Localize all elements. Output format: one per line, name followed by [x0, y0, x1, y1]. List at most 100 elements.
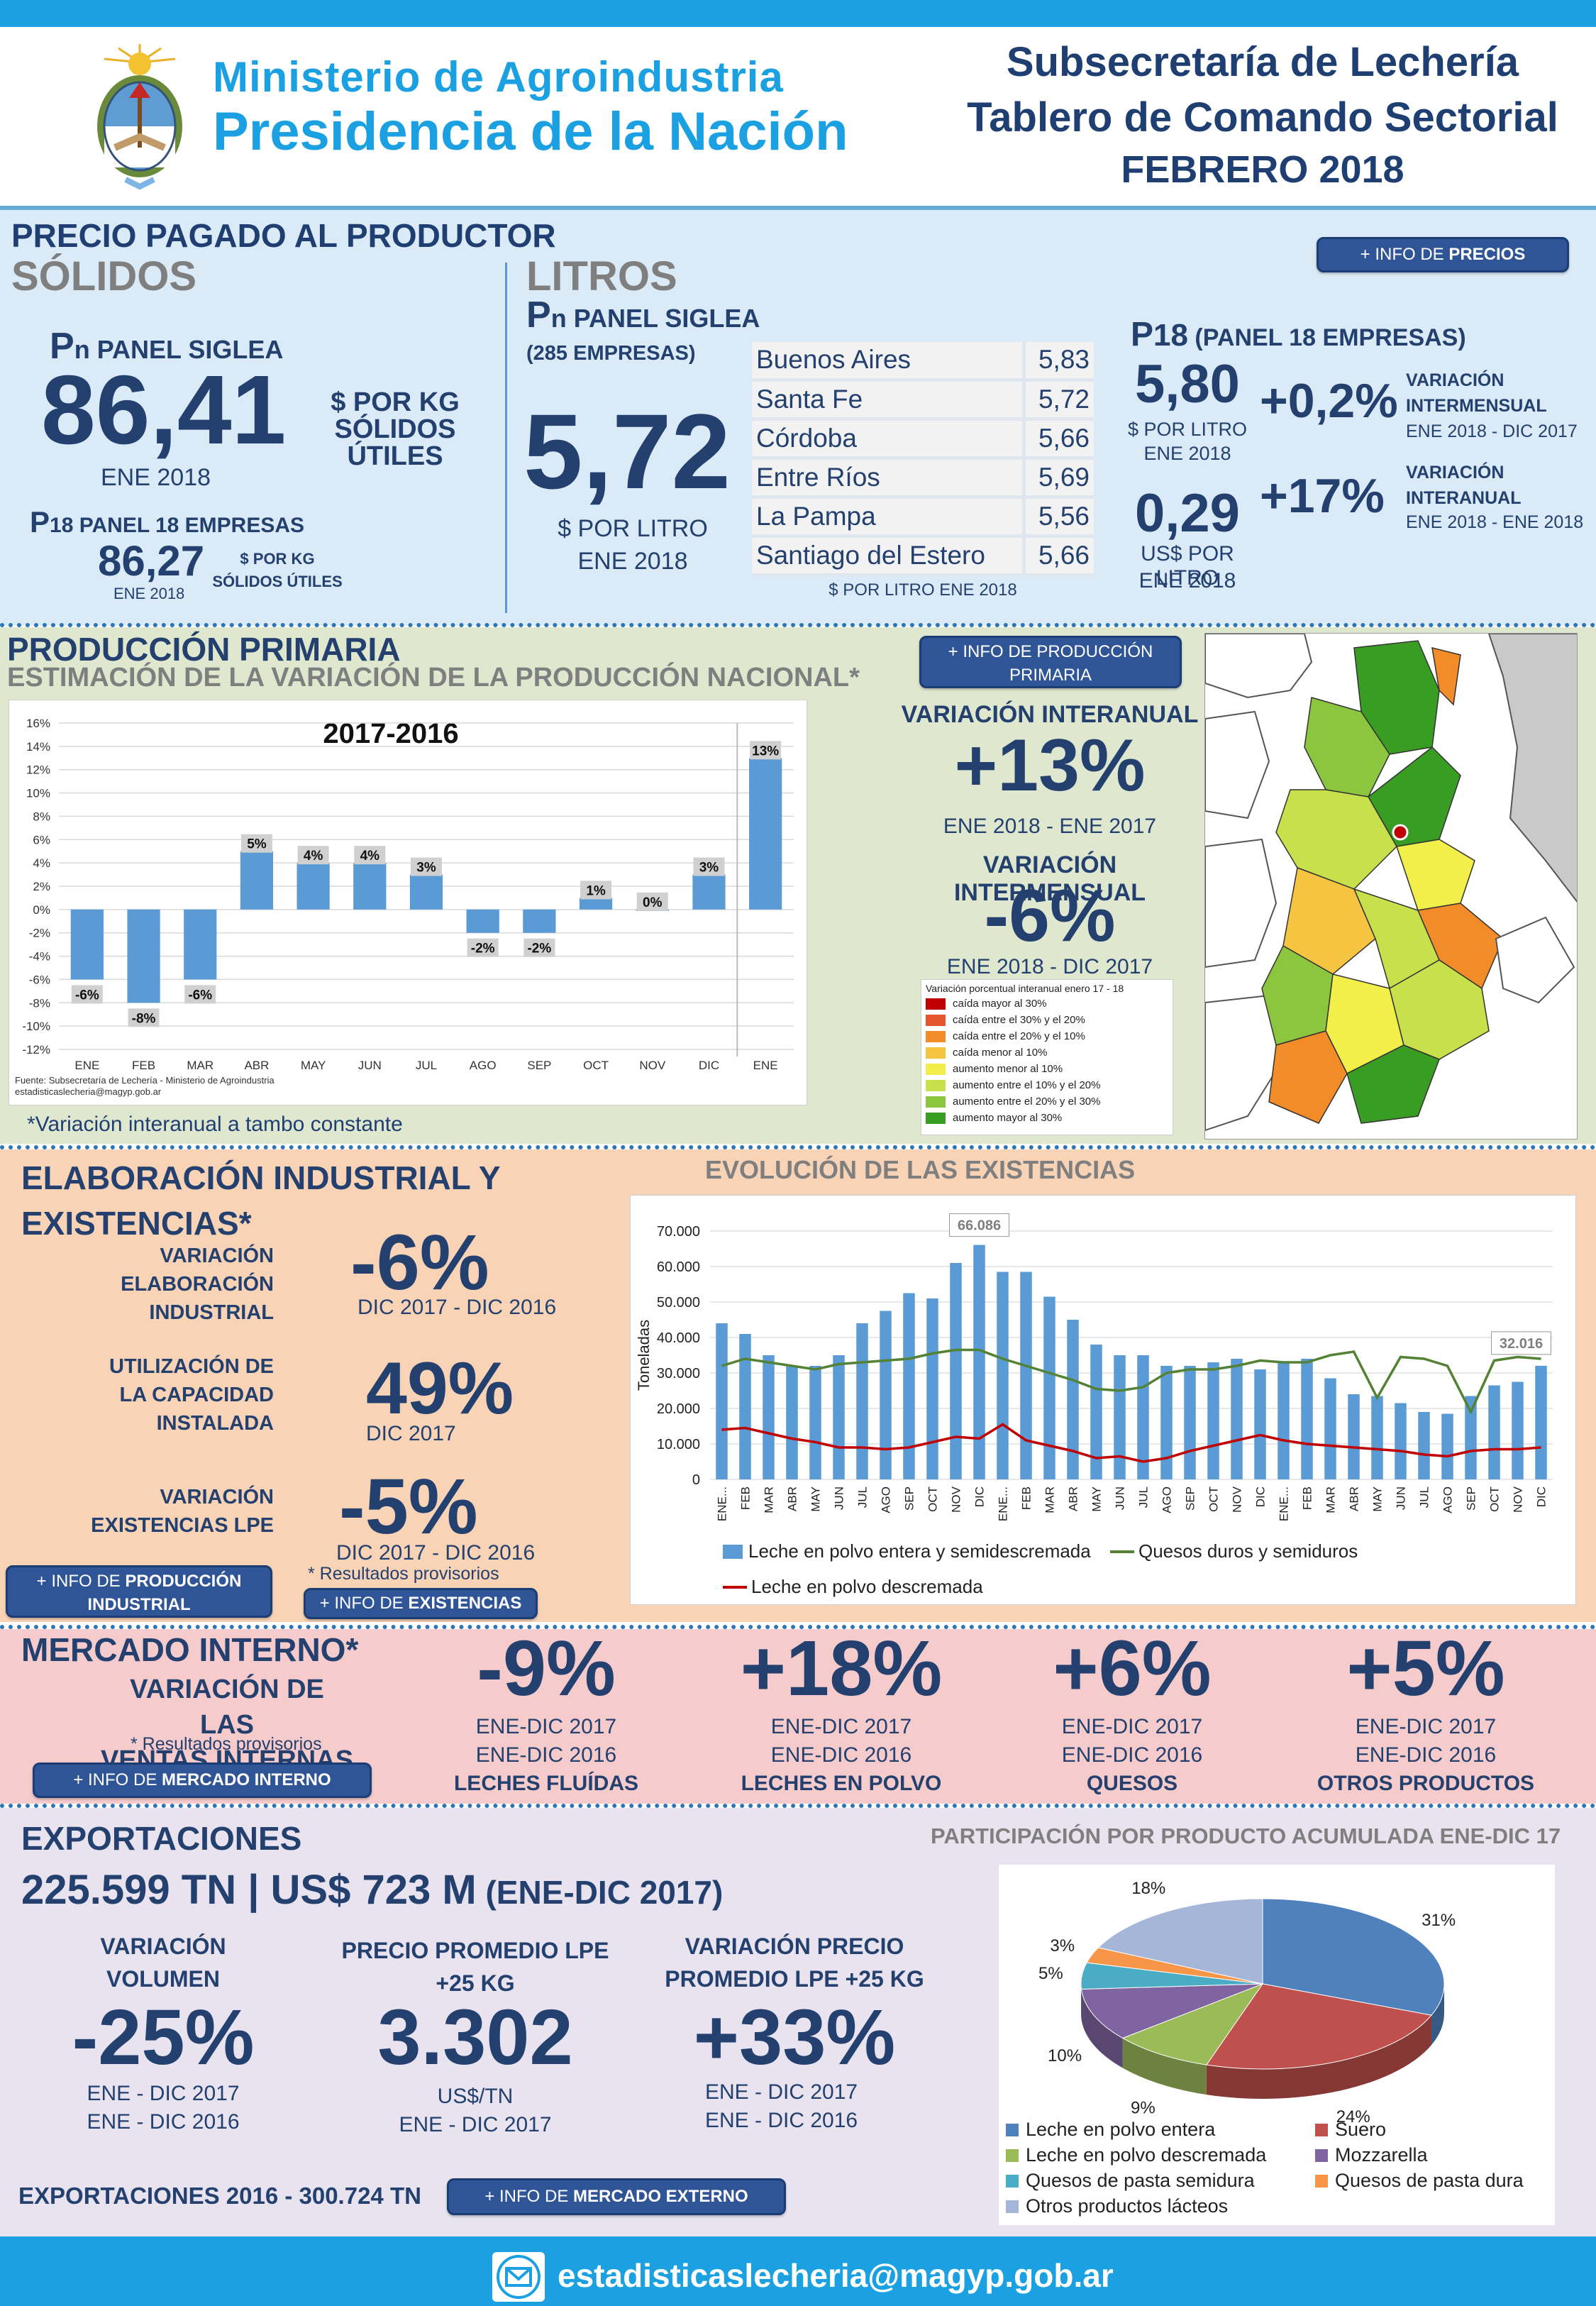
- callout-box: [949, 1213, 1009, 1237]
- province-price: 5,72: [1024, 380, 1094, 421]
- p18-var2-l1: VARIACIÓN: [1406, 463, 1504, 482]
- info-produccion-primaria-button[interactable]: + INFO DE PRODUCCIÓN PRIMARIA: [919, 636, 1182, 688]
- x-tick-label: MAY: [1090, 1486, 1104, 1512]
- data-label-box: [184, 985, 216, 1004]
- export-pie-chart: 31% 24% 9% 10% 5% 3% 18% Leche en polvo entera S…: [1006, 1879, 1524, 2217]
- map-legend-label: caída mayor al 30%: [953, 998, 1047, 1010]
- x-tick-label: OCT: [1488, 1486, 1502, 1512]
- exp-m2-l2: +25 KG: [436, 1970, 515, 1996]
- pie-value-label: 18%: [1131, 1879, 1165, 1898]
- mercado-item-otros: +5% ENE-DIC 2017 ENE-DIC 2016 OTROS PROD…: [1305, 1625, 1546, 1798]
- map-legend-swatch: [926, 1079, 946, 1091]
- y-tick-label: 12%: [26, 763, 50, 777]
- mercado-heading: MERCADO INTERNO*: [21, 1631, 359, 1668]
- mercado-provisional: * Resultados provisorios: [131, 1734, 322, 1754]
- email-icon[interactable]: [492, 2252, 545, 2302]
- x-tick-label: OCT: [926, 1486, 940, 1512]
- litros-pn-n: n: [550, 304, 567, 333]
- stock-bar: [786, 1366, 798, 1479]
- data-label-box: [354, 846, 386, 865]
- pie-value-label: 10%: [1048, 2046, 1082, 2065]
- pie-legend-swatch: [1006, 2200, 1019, 2213]
- export-precio-value: 3.302: [377, 1994, 573, 2081]
- stock-bar: [1090, 1345, 1102, 1479]
- solidos-pn-label: Pn PANEL SIGLEA: [50, 325, 283, 368]
- pie-slice-side: [1081, 1989, 1123, 2068]
- stock-bar: [1278, 1362, 1290, 1479]
- stock-bar: [1488, 1385, 1500, 1479]
- solidos-pn-n: n: [74, 335, 90, 364]
- series-line: [721, 1423, 1541, 1463]
- info-mercado-externo-button[interactable]: + INFO DE MERCADO EXTERNO: [447, 2178, 786, 2215]
- footer-email[interactable]: estadisticaslecheria@magyp.gob.ar: [558, 2257, 1114, 2294]
- y-tick-label: 70.000: [657, 1224, 700, 1240]
- map-legend-swatch: [926, 1063, 946, 1075]
- y-tick-label: 20.000: [657, 1401, 700, 1417]
- produccion-bar-chart: 2017-201616%14%12%10%8%6%4%2%0%-2%-4%-6%…: [15, 717, 794, 1097]
- bar: [579, 898, 613, 910]
- bar: [353, 863, 387, 910]
- pie-slice-side: [1431, 1982, 1444, 2046]
- mercado-item-label: LECHES EN POLVO: [741, 1772, 942, 1795]
- x-tick-label: ENE...: [1278, 1486, 1291, 1521]
- elaboracion-label: VARIACIÓN ELABORACIÓN INDUSTRIAL: [106, 1242, 274, 1327]
- data-label: -6%: [75, 988, 99, 1003]
- province-row: Entre Ríos 5,69: [752, 458, 1094, 499]
- legend-label: Leche en polvo entera y semidescremada: [748, 1540, 1091, 1562]
- btn1-line2: INDUSTRIAL: [87, 1595, 191, 1614]
- pie-slice: [1097, 1898, 1263, 1985]
- bar: [692, 874, 726, 910]
- mercado-item-p1: ENE-DIC 2017: [770, 1715, 912, 1738]
- info-produccion-industrial-button[interactable]: + INFO DE PRODUCCIÓN INDUSTRIAL: [6, 1565, 272, 1618]
- export-var-precio-p2: ENE - DIC 2016: [705, 2109, 858, 2132]
- capacidad-period: DIC 2017: [366, 1422, 456, 1445]
- interanual-period: ENE 2018 - ENE 2017: [943, 815, 1157, 838]
- x-tick-label: FEB: [1301, 1486, 1314, 1510]
- solidos-p18-p: P: [30, 505, 50, 539]
- stock-bar: [903, 1293, 915, 1479]
- stock-bar: [1324, 1378, 1336, 1479]
- separator-3: [0, 1625, 1596, 1629]
- y-tick-label: -10%: [22, 1020, 50, 1033]
- litros-pn-rest: PANEL SIGLEA: [566, 304, 760, 333]
- map-legend-label: caída entre el 30% y el 20%: [953, 1014, 1085, 1026]
- m1-l3: INDUSTRIAL: [149, 1301, 274, 1324]
- export-precio-p2: ENE - DIC 2017: [399, 2113, 552, 2136]
- info-precios-button[interactable]: + INFO DE PRECIOS: [1317, 237, 1569, 272]
- dashboard-period: FEBRERO 2018: [1121, 148, 1404, 191]
- info-existencias-button[interactable]: + INFO DE EXISTENCIAS: [304, 1588, 538, 1619]
- y-tick-label: 30.000: [657, 1366, 700, 1381]
- x-tick-label: MAR: [1324, 1486, 1338, 1513]
- solidos-p18-unit: $ POR KG SÓLIDOS ÚTILES: [210, 548, 345, 593]
- pie-legend-swatch: [1006, 2175, 1019, 2188]
- btn1-bold: PRODUCCIÓN: [125, 1572, 242, 1591]
- x-tick-label: JUN: [1395, 1486, 1408, 1510]
- callout-label: 32.016: [1500, 1336, 1543, 1352]
- x-tick-label: ENE...: [716, 1486, 729, 1521]
- mercado-btn-prefix: + INFO DE: [73, 1770, 162, 1789]
- stock-bar: [1184, 1366, 1196, 1479]
- p18-var-intermensual-period: ENE 2018 - DIC 2017: [1406, 421, 1578, 441]
- y-tick-label: 8%: [33, 810, 50, 823]
- y-tick-label: 10%: [26, 787, 50, 800]
- litros-unit: $ POR LITRO: [558, 515, 708, 542]
- stock-bar: [1020, 1271, 1032, 1479]
- map-legend-label: aumento menor al 10%: [953, 1063, 1063, 1075]
- y-tick-label: 0%: [33, 903, 50, 917]
- p18-value-ars: 5,80: [1135, 354, 1240, 414]
- data-label-box: [523, 938, 555, 957]
- map-legend-item: aumento mayor al 30%: [926, 1110, 1168, 1126]
- stock-bar: [1067, 1320, 1079, 1479]
- solidos-value: 86,41: [41, 355, 287, 465]
- solidos-p18-label: P18 PANEL 18 EMPRESAS: [30, 505, 304, 539]
- x-tick-label: SEP: [1465, 1486, 1478, 1511]
- map-legend-item: aumento entre el 20% y el 30%: [926, 1093, 1168, 1110]
- stock-bar: [763, 1355, 775, 1479]
- y-tick-label: 4%: [33, 856, 50, 870]
- info-mercado-interno-button[interactable]: + INFO DE MERCADO INTERNO: [33, 1762, 372, 1798]
- map-legend-swatch: [926, 1047, 946, 1059]
- pie-slice: [1121, 1982, 1264, 2065]
- pie-legend-label: Quesos de pasta dura: [1335, 2170, 1524, 2191]
- info-produccion-line1: + INFO DE PRODUCCIÓN: [948, 642, 1153, 661]
- data-label: -6%: [188, 988, 212, 1003]
